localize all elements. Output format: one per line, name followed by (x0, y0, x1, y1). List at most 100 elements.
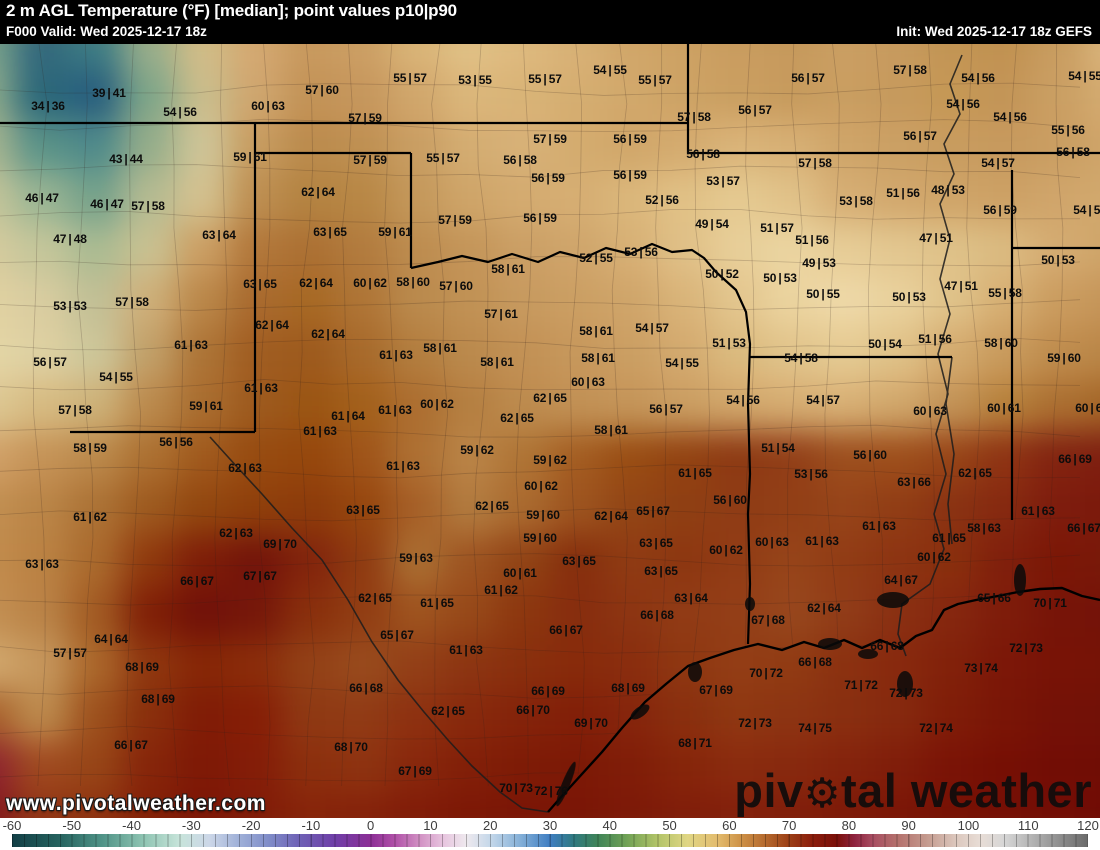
heat-cell (496, 275, 550, 328)
heat-cell (496, 120, 550, 173)
point-value-label: 57 | 59 (348, 111, 382, 125)
point-value-label: 59 | 60 (523, 531, 557, 545)
point-value-label: 60 | 62 (1075, 401, 1100, 415)
heat-cell (1031, 120, 1085, 173)
heat-cell (229, 638, 283, 690)
heat-cell (15, 482, 69, 535)
point-value-label: 47 | 51 (944, 279, 978, 293)
heat-cell (175, 741, 229, 794)
heat-cell (229, 793, 283, 818)
scale-tick-label: -40 (122, 818, 141, 833)
point-value-label: 56 | 59 (531, 171, 565, 185)
heat-cell (764, 120, 818, 173)
point-value-label: 53 | 53 (53, 299, 87, 313)
point-value-label: 66 | 68 (349, 681, 383, 695)
point-value-label: 54 | 56 (163, 105, 197, 119)
subtitle-bar: F000 Valid: Wed 2025-12-17 18z Init: Wed… (0, 22, 1100, 44)
point-value-label: 61 | 63 (1021, 504, 1055, 518)
point-value-label: 63 | 65 (562, 554, 596, 568)
point-value-label: 60 | 63 (571, 375, 605, 389)
heat-cell (0, 482, 16, 535)
point-value-label: 63 | 65 (346, 503, 380, 517)
point-value-label: 72 | 73 (889, 686, 923, 700)
point-value-label: 60 | 61 (987, 401, 1021, 415)
river-lines (209, 54, 963, 813)
heat-cell (15, 689, 69, 742)
heat-cell (978, 741, 1032, 794)
heat-cell (1085, 638, 1100, 690)
heat-cell (443, 741, 497, 794)
heat-cell (817, 741, 872, 794)
point-value-label: 61 | 64 (331, 409, 365, 423)
heat-cell (122, 275, 176, 328)
heat-cell (282, 379, 337, 431)
point-value-label: 62 | 64 (299, 276, 333, 290)
point-value-label: 56 | 58 (686, 147, 720, 161)
heat-cell (336, 275, 390, 328)
point-value-label: 68 | 69 (611, 681, 645, 695)
heat-cell (657, 172, 711, 224)
point-value-label: 61 | 63 (862, 519, 896, 533)
heat-cell (68, 638, 123, 690)
heat-cell (871, 68, 925, 121)
point-value-label: 51 | 53 (712, 336, 746, 350)
heat-cell (1085, 68, 1100, 121)
point-value-label: 60 | 61 (503, 566, 537, 580)
heat-cell (710, 68, 765, 121)
point-value-label: 69 | 70 (574, 716, 608, 730)
point-value-label: 70 | 72 (749, 666, 783, 680)
heat-cell (122, 120, 176, 173)
heat-cell (978, 689, 1032, 742)
point-value-label: 57 | 59 (438, 213, 472, 227)
heat-cell (817, 120, 872, 173)
heat-cell (817, 379, 872, 431)
heat-cell (657, 793, 711, 818)
point-value-label: 56 | 59 (983, 203, 1017, 217)
heat-cell (282, 689, 337, 742)
heat-cell (764, 534, 818, 587)
heat-cell (710, 793, 765, 818)
heat-cell (0, 793, 16, 818)
heat-cell (550, 534, 604, 587)
point-value-label: 62 | 64 (594, 509, 628, 523)
heat-cell (336, 482, 390, 535)
heat-cell (1031, 68, 1085, 121)
heat-cell (122, 689, 176, 742)
heat-cell (68, 534, 123, 587)
heat-cell (336, 223, 390, 276)
valid-time-label: F000 Valid: Wed 2025-12-17 18z (6, 24, 207, 39)
heat-cell (871, 689, 925, 742)
heat-cell (871, 431, 925, 483)
heat-cell (764, 586, 818, 639)
heat-cell (336, 120, 390, 173)
scale-tick-label: 50 (662, 818, 677, 833)
heat-cell (68, 586, 123, 639)
heat-cell (0, 68, 16, 121)
heat-cell (710, 534, 765, 587)
point-value-label: 63 | 65 (313, 225, 347, 239)
heat-cell (978, 223, 1032, 276)
heat-cell (817, 44, 872, 69)
point-value-label: 66 | 67 (114, 738, 148, 752)
page-title: 2 m AGL Temperature (°F) [median]; point… (6, 1, 457, 20)
heat-cell (603, 379, 658, 431)
heat-cell (550, 482, 604, 535)
heat-cell (0, 223, 16, 276)
point-value-label: 54 | 57 (806, 393, 840, 407)
heat-cell (336, 379, 390, 431)
heat-cell (443, 379, 497, 431)
heat-cell (657, 327, 711, 380)
heat-cell (871, 44, 925, 69)
heat-cell (603, 638, 658, 690)
point-value-label: 57 | 58 (58, 403, 92, 417)
heat-cell (817, 793, 872, 818)
heat-cell (603, 68, 658, 121)
scale-tick-label: -50 (62, 818, 82, 833)
heat-cell (282, 44, 337, 69)
heat-cell (817, 431, 872, 483)
point-value-label: 55 | 57 (426, 151, 460, 165)
heat-cell (0, 172, 16, 224)
heat-cell (817, 223, 872, 276)
point-value-label: 59 | 62 (460, 443, 494, 457)
point-value-label: 54 | 57 (1073, 203, 1100, 217)
